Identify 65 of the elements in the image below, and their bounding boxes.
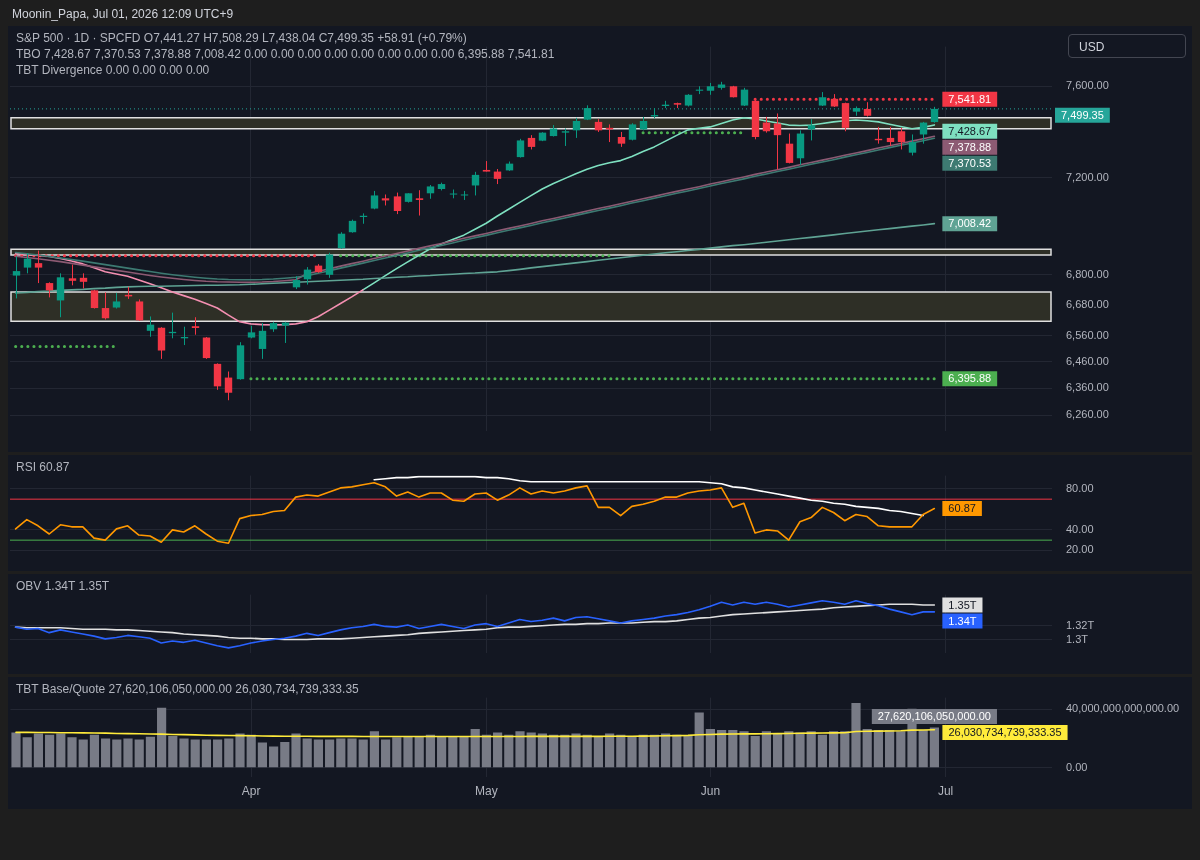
annotation: TBO 7,428.67 7,370.53 7,378.88 7,008.42 0.00 0.00 0.00 0.00 0.00 0.00 0.00 0.00 6,395.88 7,541.81: [16, 46, 555, 62]
ref-line-label: 7,499.35: [1061, 108, 1104, 121]
candlestick: [12, 255, 21, 299]
candlestick: [157, 326, 166, 360]
y-tick-label: 6,800.00: [1066, 267, 1109, 280]
chart-title: RSI 60.87: [16, 459, 70, 475]
candlestick: [23, 253, 32, 274]
candlestick: [191, 316, 200, 336]
data-label: 7,370.53: [948, 156, 992, 169]
text: S&P 500 · 1D · SPCFD O7,441.27 H7,508.29 L7,438.04 C7,499.35 +58.91 (+0.79%): [16, 30, 468, 46]
y-tick-label: 6,680.00: [1066, 298, 1109, 311]
y-tick-label: 1.32T: [1066, 618, 1095, 631]
chart-title: OBV 1.34T 1.35T: [16, 578, 110, 594]
candlestick: [471, 171, 480, 196]
candlestick: [68, 264, 77, 286]
candlestick: [516, 138, 525, 159]
y-tick-label: 40.00: [1066, 522, 1094, 535]
data-label: 1.34T: [948, 614, 977, 627]
candlestick: [908, 133, 917, 156]
y-tick-label: 20.00: [1066, 543, 1094, 556]
candlestick: [897, 127, 906, 150]
y-tick-label: 6,360.00: [1066, 381, 1109, 394]
candlestick: [325, 252, 334, 279]
candlestick: [258, 322, 267, 360]
candlestick: [886, 126, 895, 147]
candlestick: [773, 112, 782, 170]
candlestick: [202, 336, 211, 360]
x-tick-label: Jul: [937, 784, 954, 799]
data-label: 7,541.81: [948, 92, 992, 105]
y-tick-label: 6,260.00: [1066, 408, 1109, 421]
data-label: 60.87: [948, 502, 976, 515]
x-tick-label: Jun: [700, 784, 721, 799]
data-label: 7,428.67: [948, 124, 992, 137]
y-axis-title: USD: [1068, 34, 1186, 58]
candlestick: [56, 272, 65, 318]
x-tick-label: Apr: [241, 784, 261, 799]
candlestick: [213, 362, 222, 391]
y-tick-label: 7,600.00: [1066, 79, 1109, 92]
candlestick: [135, 298, 144, 322]
candlestick: [281, 321, 290, 344]
data-label: 7,008.42: [948, 217, 992, 230]
candlestick: [785, 133, 794, 164]
data-label: 6,395.88: [948, 372, 992, 385]
candlestick: [393, 192, 402, 215]
annotation: TBT Divergence 0.00 0.00 0.00 0.00: [16, 62, 211, 78]
y-tick-label: 40,000,000,000,000.00: [1066, 702, 1180, 715]
y-tick-label: 80.00: [1066, 481, 1094, 494]
data-label: 7,378.88: [948, 140, 992, 153]
y-tick-label: 6,560.00: [1066, 328, 1109, 341]
data-label: 26,030,734,739,333.35: [948, 725, 1062, 738]
candlestick: [807, 118, 816, 141]
candlestick: [415, 189, 424, 217]
candlestick: [146, 315, 155, 338]
y-tick-label: 0.00: [1066, 760, 1088, 773]
y-tick-label: 7,200.00: [1066, 170, 1109, 183]
y-tick-label: 6,460.00: [1066, 354, 1109, 367]
candlestick: [101, 291, 110, 321]
chart-title: TBT Base/Quote 27,620,106,050,000.00 26,030,734,739,333.35: [16, 681, 359, 697]
x-tick-label: May: [475, 784, 498, 799]
candlestick: [572, 117, 581, 139]
candlestick: [224, 371, 233, 401]
y-tick-label: 1.3T: [1066, 632, 1089, 645]
data-label: 27,620,106,050,000.00: [877, 709, 991, 722]
chart-title: Moonin_Papa, Jul 01, 2026 12:09 UTC+9: [11, 6, 235, 23]
data-label: 1.35T: [948, 598, 977, 611]
